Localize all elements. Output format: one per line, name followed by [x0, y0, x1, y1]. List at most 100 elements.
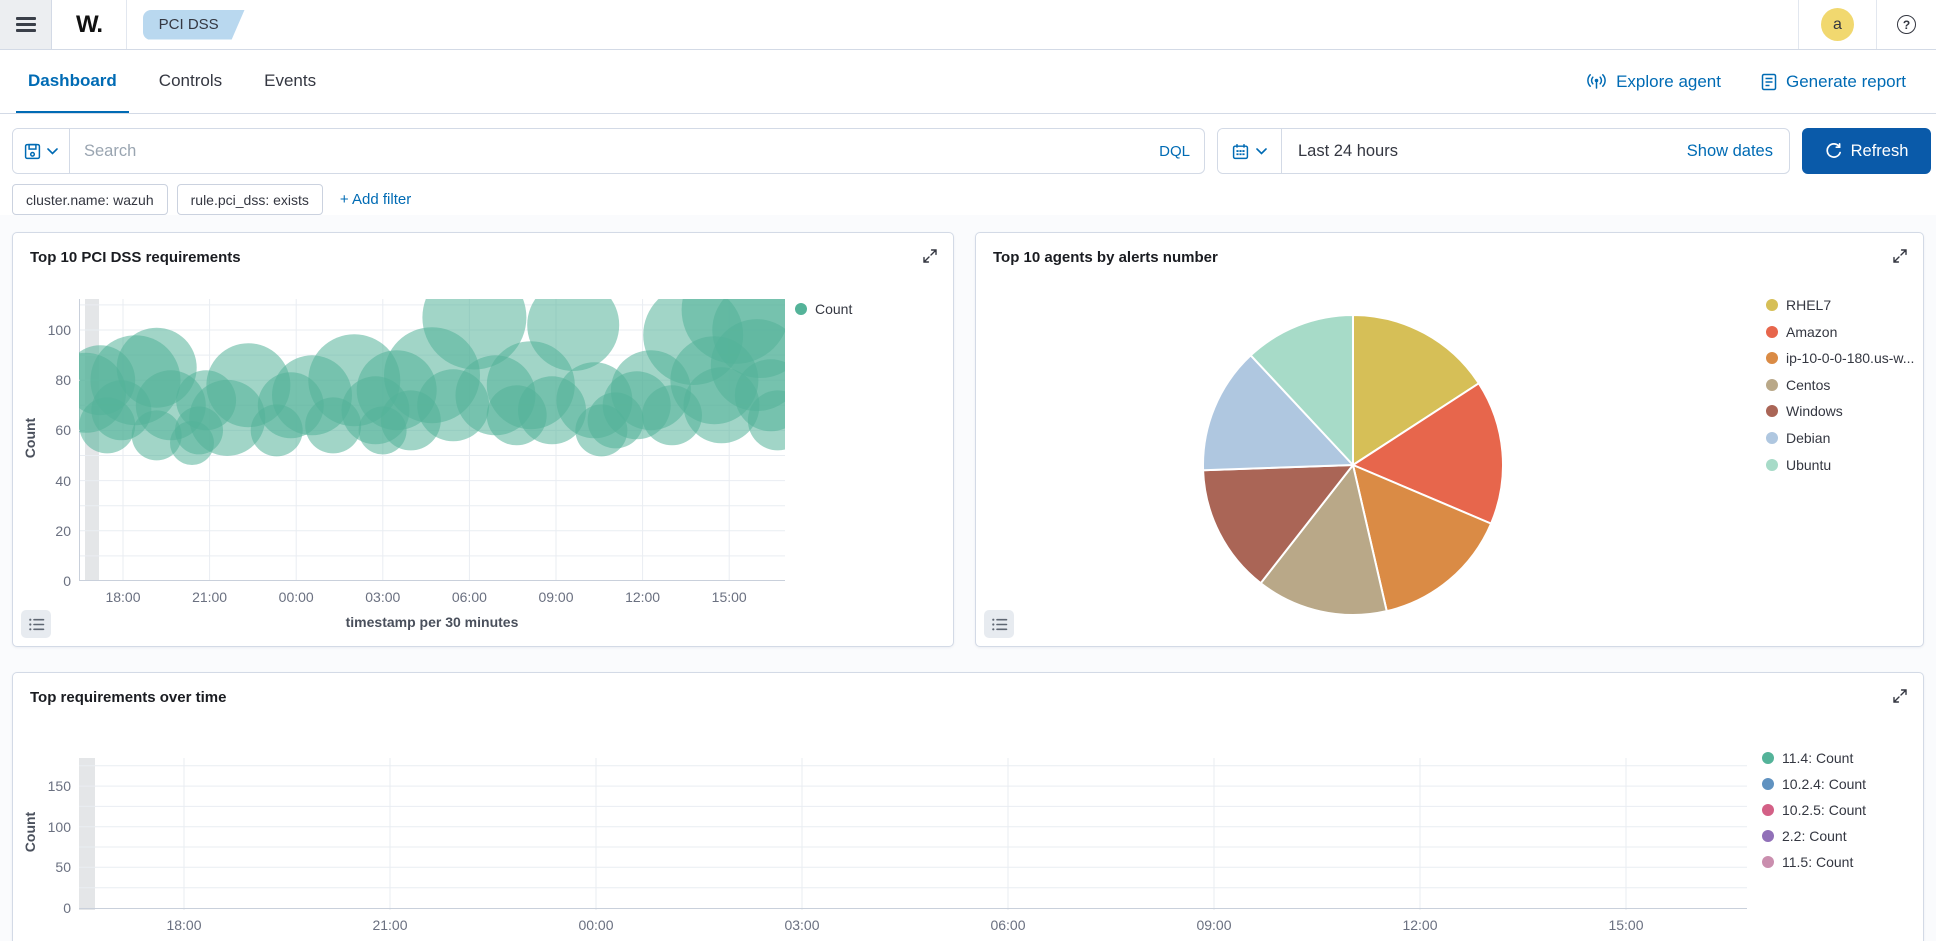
- legend-label: 2.2: Count: [1782, 828, 1847, 844]
- search-input[interactable]: [70, 141, 1146, 161]
- y-axis-tick-label: 60: [55, 422, 71, 439]
- generate-report-button[interactable]: Generate report: [1761, 72, 1906, 92]
- legend-dot-icon: [1766, 405, 1778, 418]
- x-axis-tick-label: 00:00: [278, 589, 314, 605]
- y-axis-tick-label: 0: [63, 900, 71, 916]
- calendar-icon: [1232, 143, 1249, 159]
- stacked-area-chart: 0 50 100 150 18:00 21:00 00:00 03:00 06:00 09:00 1…: [13, 673, 1923, 941]
- filter-pill[interactable]: rule.pci_dss: exists: [176, 184, 323, 215]
- query-language-button[interactable]: DQL: [1159, 142, 1190, 160]
- y-axis-tick-label: 150: [47, 778, 71, 795]
- generate-report-label: Generate report: [1785, 71, 1906, 91]
- panel-top10-agents: Top 10 agents by alerts number RHEL7 Amaz…: [975, 232, 1924, 647]
- plot-area: [46, 255, 809, 582]
- pie-slice-amazon[interactable]: [1352, 382, 1504, 525]
- legend-item[interactable]: 10.2.4: Count: [1762, 776, 1866, 792]
- legend-dot-icon: [1766, 432, 1778, 444]
- legend-dot-icon: [1762, 752, 1774, 764]
- y-axis-title: Count: [22, 417, 38, 459]
- top-bar: W. PCI DSS a ?: [0, 0, 1936, 50]
- panel-top10-pci-requirements: Top 10 PCI DSS requirements 0 20 40 60 80 100…: [12, 232, 954, 647]
- expand-icon[interactable]: [1889, 685, 1911, 710]
- legend-item[interactable]: RHEL7: [1766, 297, 1831, 313]
- tab-controls[interactable]: Controls: [158, 70, 223, 90]
- pie-slice-windows[interactable]: [1202, 464, 1354, 585]
- x-axis-tick-label: 03:00: [365, 589, 401, 605]
- refresh-icon: [1826, 142, 1841, 158]
- help-icon[interactable]: ?: [1897, 15, 1916, 34]
- x-axis-tick-label: 12:00: [625, 589, 661, 605]
- add-filter-button[interactable]: + Add filter: [339, 191, 412, 208]
- x-axis-tick-label: 09:00: [1196, 917, 1232, 933]
- legend-item[interactable]: Amazon: [1766, 324, 1837, 340]
- legend-dot-icon: [795, 303, 807, 315]
- legend-dot-icon: [1762, 856, 1774, 868]
- refresh-button[interactable]: Refresh: [1802, 128, 1931, 174]
- filter-pill[interactable]: cluster.name: wazuh: [12, 184, 168, 215]
- legend-item[interactable]: Centos: [1766, 377, 1830, 393]
- pie-slice-ubuntu[interactable]: [1249, 314, 1354, 466]
- menu-button[interactable]: [0, 0, 52, 49]
- refresh-label: Refresh: [1850, 141, 1909, 160]
- dashboard-content: Top 10 PCI DSS requirements 0 20 40 60 80 100…: [0, 215, 1936, 941]
- legend-dot-icon: [1766, 378, 1778, 391]
- legend-dot-icon: [1762, 830, 1774, 842]
- x-axis-title: timestamp per 30 minutes: [345, 614, 519, 630]
- time-range-value[interactable]: Last 24 hours: [1298, 141, 1398, 160]
- legend-item[interactable]: Debian: [1766, 430, 1830, 446]
- legend-toggle-icon[interactable]: [21, 610, 51, 638]
- legend-item[interactable]: 10.2.5: Count: [1762, 802, 1866, 818]
- filter-bar: cluster.name: wazuh rule.pci_dss: exists…: [12, 184, 1924, 215]
- y-axis-tick-label: 80: [55, 372, 71, 389]
- wazuh-logo[interactable]: W.: [52, 11, 126, 39]
- x-axis-tick-label: 06:00: [990, 917, 1026, 933]
- legend-dot-icon: [1766, 299, 1778, 311]
- legend-item[interactable]: 11.4: Count: [1762, 750, 1853, 766]
- explore-agent-button[interactable]: Explore agent: [1586, 72, 1721, 92]
- x-axis-tick-label: 09:00: [538, 589, 574, 605]
- divider: [125, 0, 127, 49]
- pie-slice-rhel7[interactable]: [1352, 314, 1480, 466]
- legend-dot-icon: [1762, 804, 1774, 816]
- tab-bar: Dashboard Controls Events Explore agent …: [0, 50, 1936, 114]
- pie-slice-centos[interactable]: [1259, 464, 1388, 616]
- divider: [1876, 0, 1877, 49]
- chevron-down-icon: [47, 147, 58, 155]
- show-dates-button[interactable]: Show dates: [1686, 141, 1773, 160]
- legend-item[interactable]: Count: [795, 301, 852, 317]
- tab-dashboard[interactable]: Dashboard: [16, 50, 129, 113]
- legend-item[interactable]: Windows: [1766, 403, 1843, 419]
- expand-icon[interactable]: [919, 245, 941, 270]
- legend-item[interactable]: ip-10-0-0-180.us-w...: [1766, 350, 1914, 366]
- legend-item[interactable]: 11.5: Count: [1762, 854, 1853, 870]
- query-bar: DQL Last 24 hours Show dates Refresh: [12, 128, 1931, 174]
- x-axis-tick-label: 15:00: [1608, 917, 1644, 933]
- legend-item[interactable]: 2.2: Count: [1762, 828, 1847, 844]
- x-axis-tick-label: 18:00: [105, 589, 141, 605]
- saved-queries-button[interactable]: [13, 129, 70, 173]
- search-box: DQL: [12, 128, 1205, 174]
- legend-label: Count: [815, 301, 853, 317]
- tab-events[interactable]: Events: [264, 70, 317, 90]
- save-icon: [24, 143, 41, 159]
- y-axis-tick-label: 100: [47, 322, 71, 338]
- pie-slice-debian[interactable]: [1202, 354, 1354, 472]
- y-axis-tick-label: 0: [63, 573, 71, 589]
- y-axis-tick-label: 20: [55, 522, 71, 539]
- calendar-button[interactable]: [1218, 129, 1282, 173]
- report-icon: [1761, 73, 1777, 90]
- divider: [1798, 0, 1799, 49]
- panel-title: Top requirements over time: [30, 689, 227, 706]
- legend-label: 10.2.5: Count: [1782, 802, 1867, 818]
- x-axis-tick-label: 21:00: [192, 589, 228, 605]
- breadcrumb[interactable]: PCI DSS: [143, 10, 245, 40]
- avatar[interactable]: a: [1821, 8, 1854, 41]
- legend-label: Centos: [1786, 376, 1831, 393]
- broadcast-icon: [1587, 74, 1606, 89]
- legend-item[interactable]: Ubuntu: [1766, 457, 1831, 473]
- legend-label: Ubuntu: [1786, 456, 1832, 473]
- expand-icon[interactable]: [1889, 245, 1911, 270]
- pie-slice-ip-10-0-0-180-us-w-[interactable]: [1352, 464, 1493, 613]
- legend-toggle-icon[interactable]: [984, 610, 1014, 638]
- chevron-down-icon: [1256, 147, 1267, 155]
